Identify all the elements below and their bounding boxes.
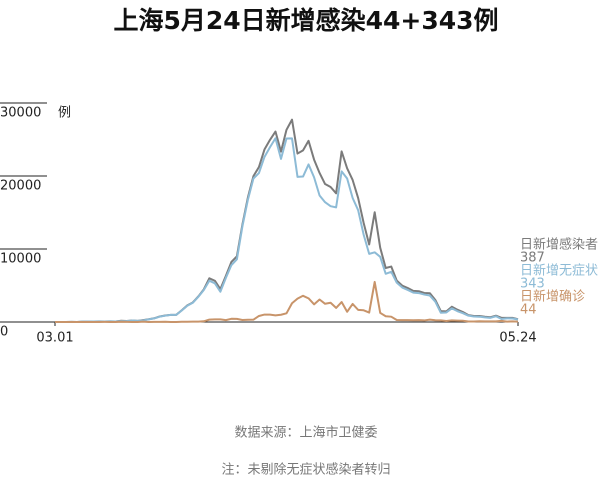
legend-label: 日新增确诊 bbox=[520, 289, 585, 305]
series-line bbox=[55, 118, 519, 323]
x-tick-label: 03.01 bbox=[36, 331, 73, 346]
y-tick-label: 0 bbox=[0, 325, 8, 340]
x-tick-label: 05.24 bbox=[499, 331, 536, 346]
y-unit: 例 bbox=[58, 106, 71, 121]
end-value-label: 387 bbox=[520, 251, 545, 266]
y-tick-label: 20000 bbox=[0, 179, 41, 194]
series-line bbox=[55, 137, 519, 323]
legend-label: 日新增无症状 bbox=[520, 263, 598, 279]
series-line bbox=[55, 280, 519, 323]
source-text: 数据来源：上海市卫健委 bbox=[234, 425, 377, 441]
end-value-label: 44 bbox=[520, 303, 537, 318]
chart-title: 上海5月24日新增感染44+343例 bbox=[113, 6, 498, 35]
end-value-label: 343 bbox=[520, 277, 545, 292]
y-tick-label: 30000 bbox=[0, 106, 41, 121]
note-text: 注：未剔除无症状感染者转归 bbox=[221, 462, 390, 478]
legend-label: 日新增感染者 bbox=[520, 237, 598, 253]
y-tick-label: 10000 bbox=[0, 252, 41, 267]
